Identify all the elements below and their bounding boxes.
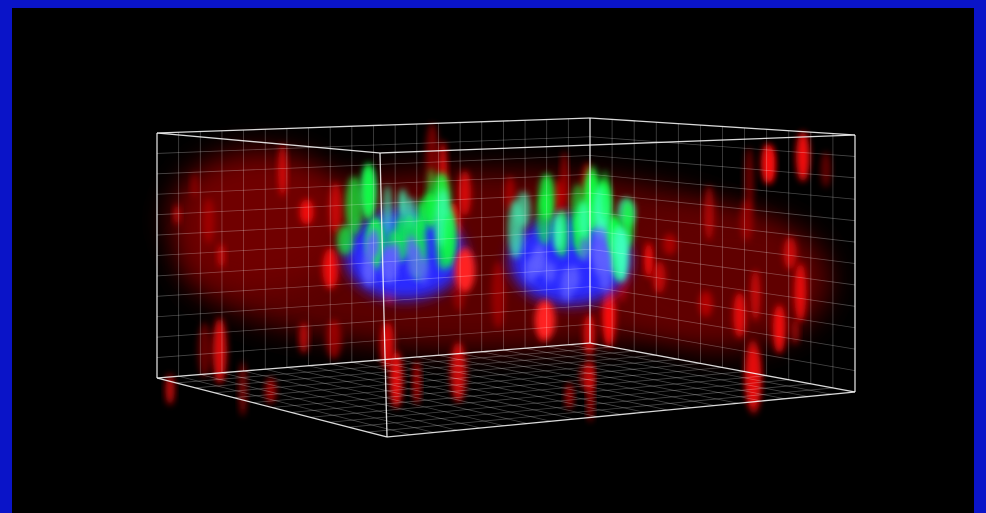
red-streak [773, 305, 785, 354]
red-streak [239, 362, 246, 416]
page: (() => { const svg = document.getElement… [0, 0, 986, 513]
green-streak [537, 193, 553, 245]
red-streak [174, 205, 181, 225]
red-spot [535, 300, 555, 340]
green-streak [615, 228, 629, 282]
red-streak [300, 199, 314, 224]
red-streak [203, 198, 215, 243]
red-streak [821, 152, 831, 188]
blue-streak [598, 252, 611, 292]
red-streak [784, 237, 797, 270]
red-streak [166, 374, 175, 405]
red-streak [326, 319, 341, 359]
microscopy-render [0, 0, 986, 513]
blue-streak [525, 259, 536, 282]
blue-streak [407, 235, 417, 258]
blue-streak [365, 236, 376, 261]
green-streak [337, 225, 354, 255]
red-streak [663, 234, 677, 255]
blue-streak [544, 262, 556, 282]
red-streak [645, 242, 653, 278]
blue-streak [364, 260, 374, 287]
green-streak [383, 185, 393, 236]
red-streak [791, 319, 799, 345]
red-streak [191, 173, 198, 198]
red-streak [704, 185, 714, 240]
red-streak [745, 147, 754, 213]
green-streak [578, 201, 589, 239]
red-streak [794, 263, 806, 322]
red-streak [218, 244, 226, 268]
red-spot [455, 248, 475, 292]
